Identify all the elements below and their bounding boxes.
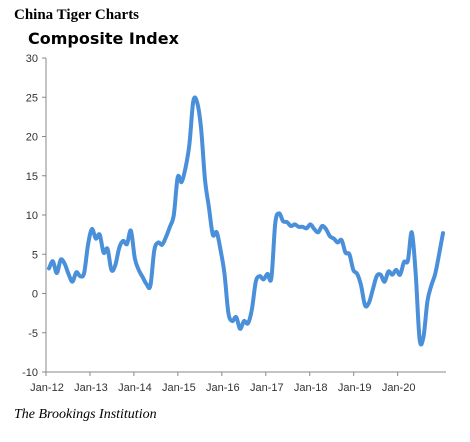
y-tick-label: 0 — [32, 289, 38, 301]
x-tick-label: Jan-15 — [162, 382, 196, 394]
x-tick-label: Jan-17 — [250, 382, 284, 394]
header-title: China Tiger Charts — [14, 7, 140, 23]
y-tick-label: -5 — [28, 328, 38, 340]
y-tick-label: 20 — [26, 132, 38, 144]
x-tick-label: Jan-14 — [118, 382, 152, 394]
x-tick-label: Jan-19 — [338, 382, 372, 394]
x-tick-label: Jan-18 — [294, 382, 328, 394]
x-tick-label: Jan-12 — [30, 382, 64, 394]
x-tick-label: Jan-16 — [206, 382, 240, 394]
y-tick-label: 25 — [26, 92, 38, 104]
y-tick-label: 10 — [26, 210, 38, 222]
y-tick-label: 5 — [32, 249, 38, 261]
y-axis-ticks: 30 25 20 15 10 5 0 -5 -10 — [22, 53, 46, 379]
x-axis-ticks: Jan-12 Jan-13 Jan-14 Jan-15 Jan-16 Jan-17 Jan-… — [30, 372, 415, 394]
y-tick-label: 30 — [26, 53, 38, 65]
x-tick-label: Jan-20 — [382, 382, 416, 394]
series-line — [47, 95, 445, 347]
y-tick-label: 15 — [26, 171, 38, 183]
y-tick-label: -10 — [22, 367, 38, 379]
chart-title: Composite Index — [28, 29, 179, 48]
x-tick-label: Jan-13 — [74, 382, 108, 394]
source-label: The Brookings Institution — [14, 407, 157, 422]
